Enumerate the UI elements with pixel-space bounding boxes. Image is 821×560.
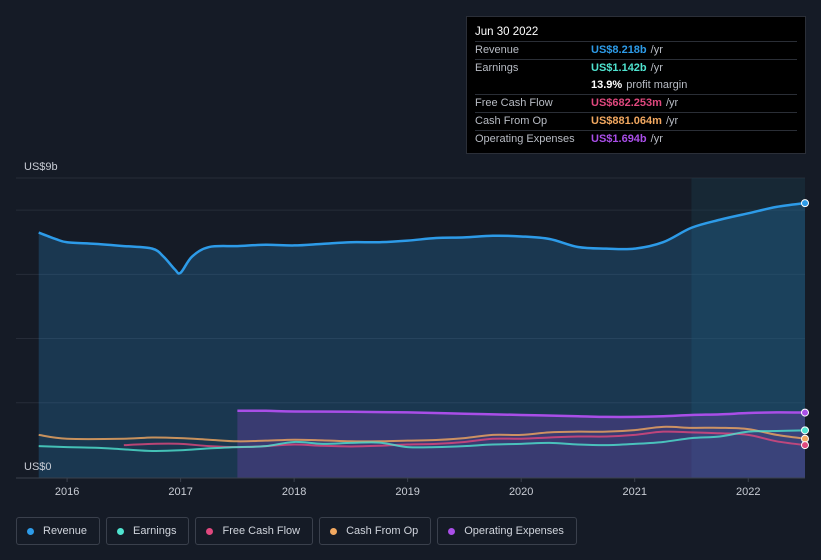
tooltip-date: Jun 30 2022 <box>475 26 539 38</box>
tooltip-row: Operating Expenses US$1.694b/yr <box>475 130 797 148</box>
legend-item-earnings[interactable]: Earnings <box>106 517 190 545</box>
tooltip-row-label: Cash From Op <box>475 115 548 127</box>
tooltip-row-value: US$1.142b <box>591 62 647 74</box>
x-axis-ticks: 2016 2017 2018 2019 2020 2021 2022 <box>55 478 760 498</box>
tooltip-row-label: Free Cash Flow <box>475 97 553 109</box>
line-operating-expenses <box>237 409 806 419</box>
legend-dot-icon <box>330 527 338 535</box>
tooltip-row-value: US$881.064m <box>591 115 662 127</box>
tooltip-row-label: Revenue <box>475 44 520 56</box>
tooltip: Jun 30 2022 Revenue US$8.218b/yr Earnings U… <box>466 16 806 154</box>
line-earnings <box>38 429 806 452</box>
legend-dot-icon <box>448 527 456 535</box>
tooltip-row-unit: profit margin <box>626 79 688 91</box>
tooltip-row: Cash From Op US$881.064m/yr <box>475 112 797 130</box>
series-layer <box>38 199 809 478</box>
legend: Revenue Earnings Free Cash Flow Cash From O… <box>16 517 583 545</box>
legend-dot-icon <box>206 527 214 535</box>
legend-label: Revenue <box>43 525 88 537</box>
legend-dot-icon <box>27 527 34 535</box>
tooltip-row: Earnings US$1.142b/yr <box>475 59 797 77</box>
tooltip-row-value: US$682.253m <box>591 97 662 109</box>
area-revenue <box>38 203 806 478</box>
x-tick-label: 2022 <box>736 486 760 498</box>
tooltip-row-value: US$8.218b <box>591 44 647 56</box>
legend-item-operating-expenses[interactable]: Operating Expenses <box>437 517 577 545</box>
gridlines <box>16 177 805 404</box>
legend-dot-icon <box>117 527 125 535</box>
legend-label: Earnings <box>133 525 177 537</box>
x-tick-label: 2016 <box>55 486 79 498</box>
tooltip-row-unit: /yr <box>665 97 679 109</box>
y-axis-bottom-label: US$0 <box>24 461 52 473</box>
line-cash-from-op <box>38 425 806 443</box>
tooltip-row-label <box>475 77 591 94</box>
tooltip-row: 13.9% profit margin <box>475 77 797 94</box>
tooltip-row-label: Operating Expenses <box>475 133 575 145</box>
x-tick-label: 2020 <box>509 486 533 498</box>
x-tick-label: 2018 <box>282 486 306 498</box>
tooltip-row-value: 13.9% <box>591 79 623 91</box>
line-revenue <box>38 201 806 275</box>
tooltip-row-unit: /yr <box>665 115 679 127</box>
tooltip-row-unit: /yr <box>650 62 663 74</box>
tooltip-row: Revenue US$8.218b/yr <box>475 41 797 59</box>
tooltip-row: Free Cash Flow US$682.253m/yr <box>475 94 797 112</box>
tooltip-row-label: Earnings <box>475 62 519 74</box>
legend-label: Operating Expenses <box>464 525 564 537</box>
legend-item-revenue[interactable]: Revenue <box>16 517 101 545</box>
legend-item-free-cash-flow[interactable]: Free Cash Flow <box>195 517 314 545</box>
legend-item-cash-from-op[interactable]: Cash From Op <box>319 517 432 545</box>
tooltip-row-unit: /yr <box>650 44 663 56</box>
endpoint-earnings <box>801 426 809 435</box>
tooltip-row-unit: /yr <box>650 133 663 145</box>
x-tick-label: 2017 <box>168 486 192 498</box>
x-tick-label: 2019 <box>395 486 419 498</box>
y-axis-top-label: US$9b <box>24 161 58 173</box>
legend-label: Cash From Op <box>346 525 419 537</box>
tooltip-rows: Revenue US$8.218b/yr Earnings US$1.142b/yr 1… <box>475 41 797 148</box>
endpoint-revenue <box>801 199 809 208</box>
endpoint-operating-expenses <box>801 408 809 417</box>
tooltip-row-value: US$1.694b <box>591 133 647 145</box>
x-tick-label: 2021 <box>622 486 646 498</box>
legend-label: Free Cash Flow <box>222 525 301 537</box>
endpoint-free-cash-flow <box>801 441 809 450</box>
